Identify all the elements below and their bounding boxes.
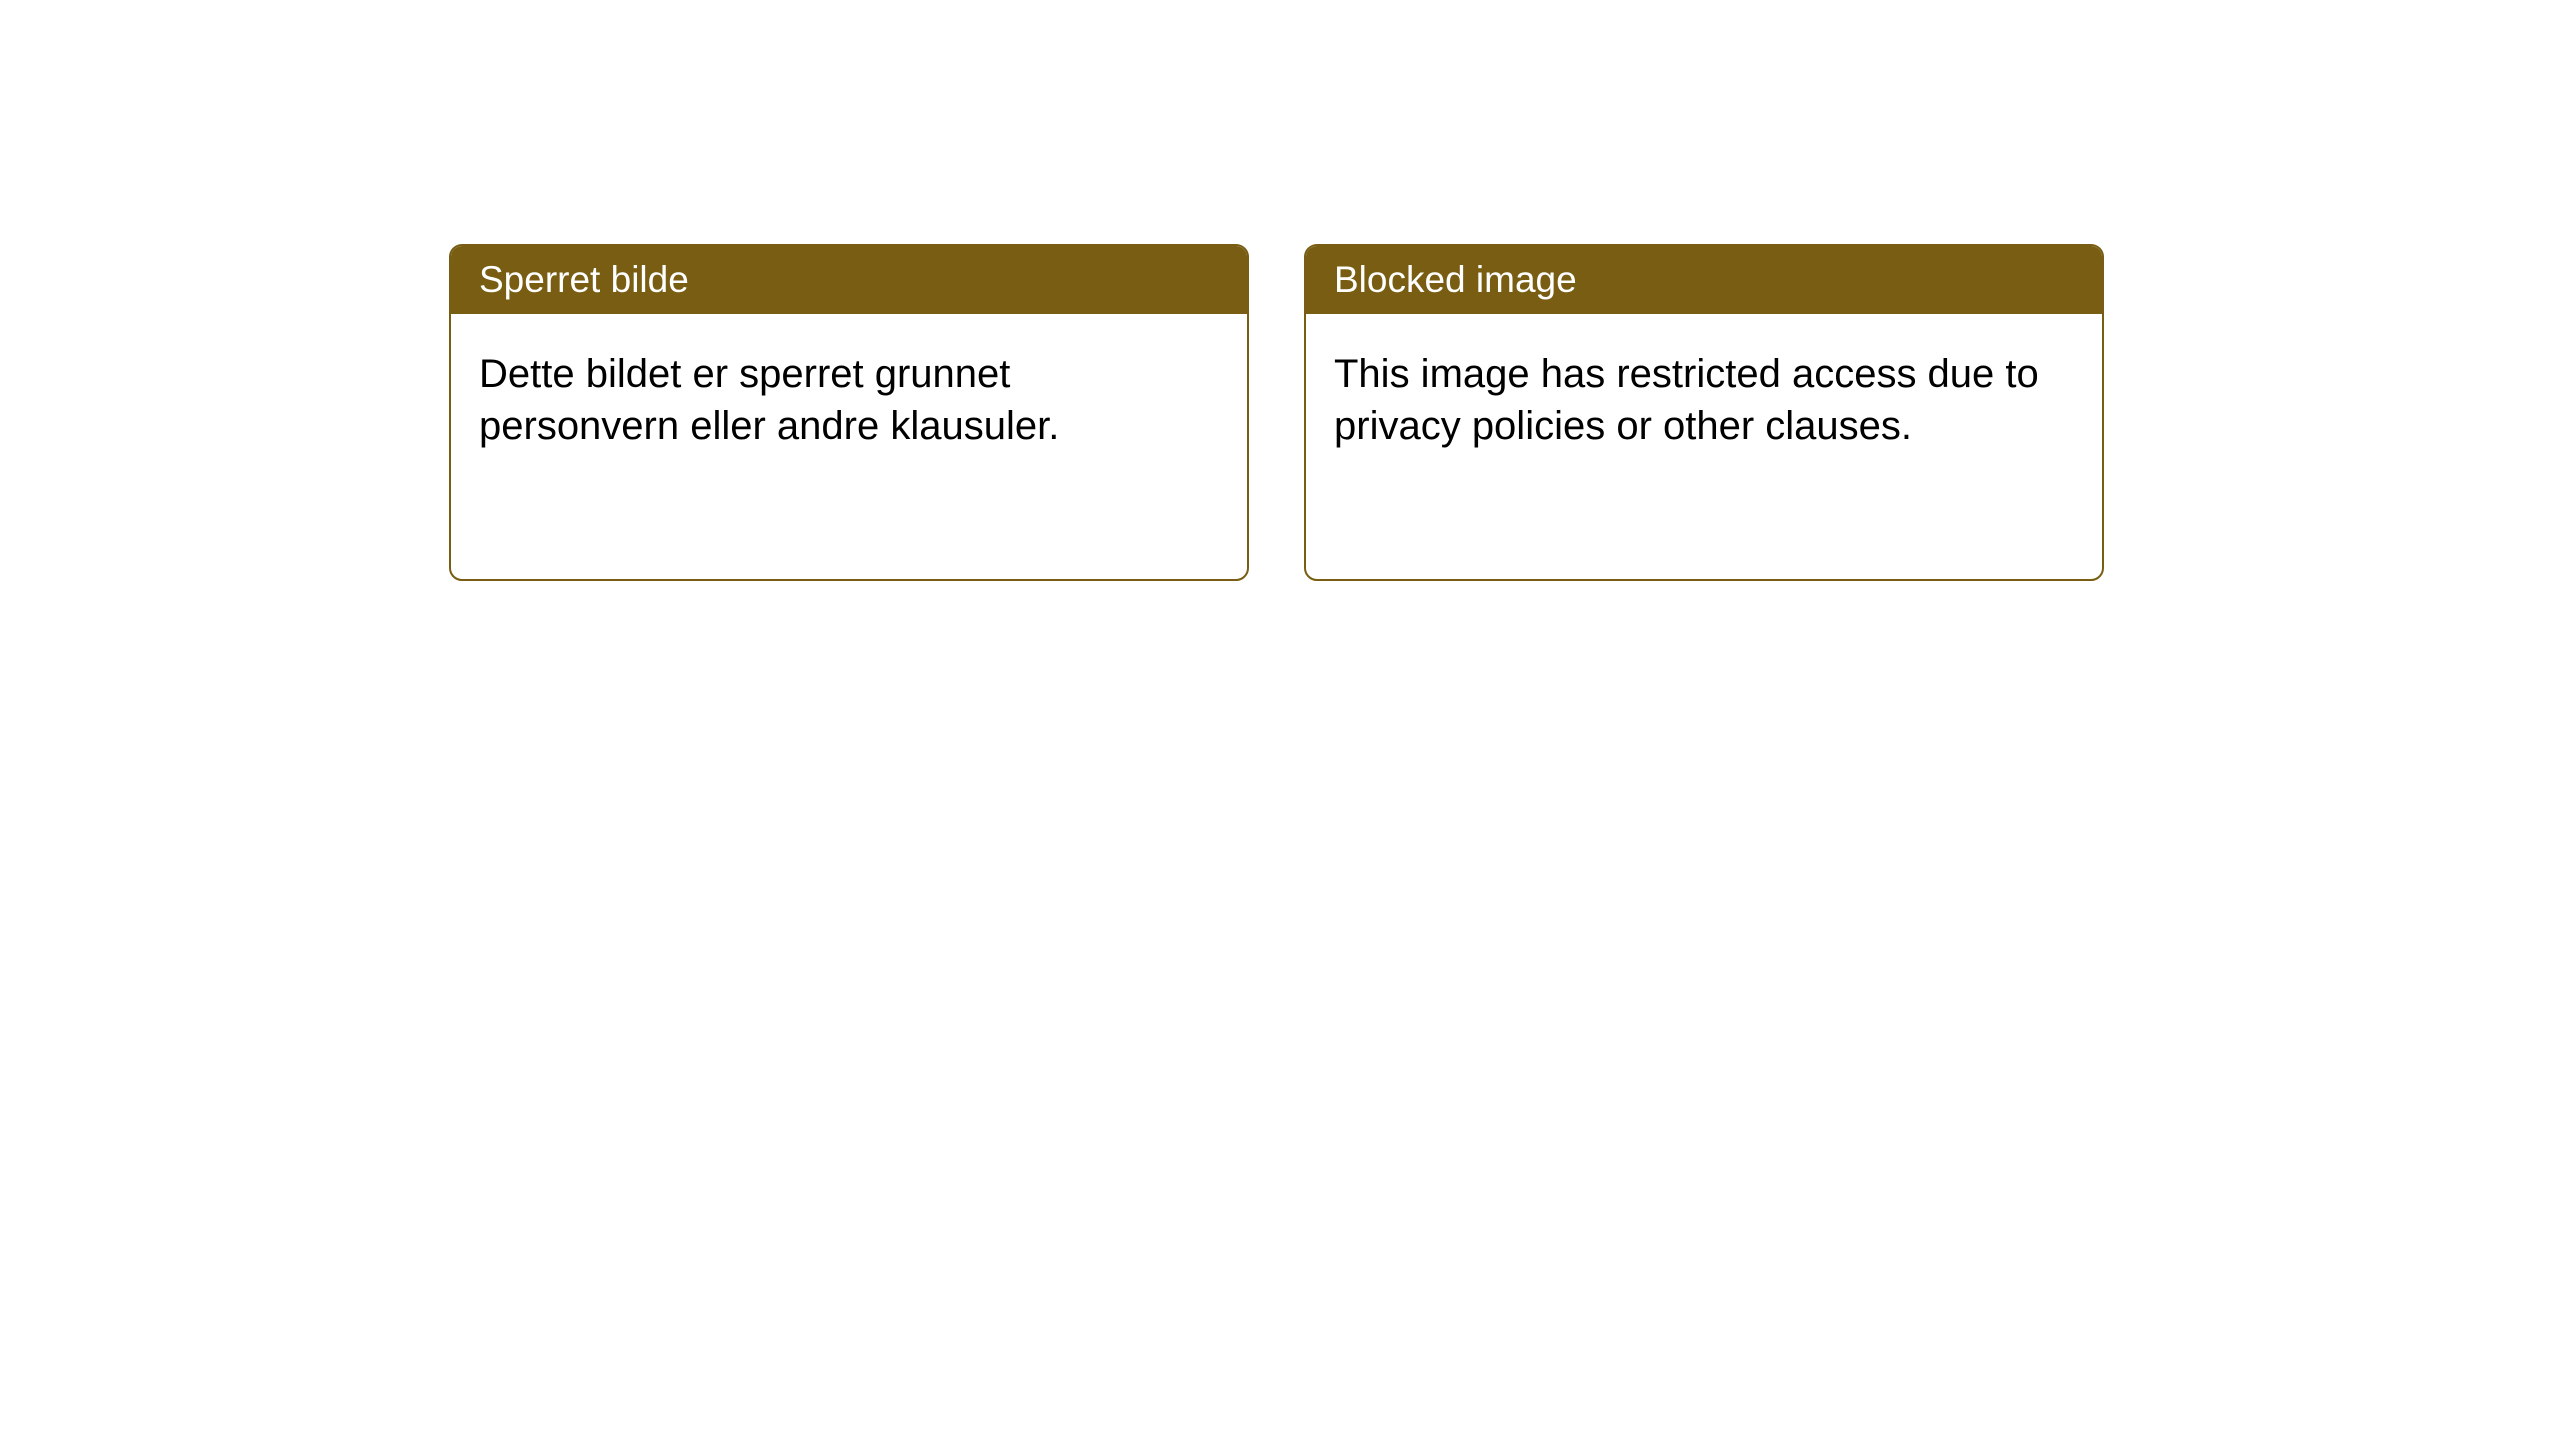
notice-card-english: Blocked image This image has restricted … xyxy=(1304,244,2104,581)
notice-cards-container: Sperret bilde Dette bildet er sperret gr… xyxy=(449,244,2104,581)
card-body-text: This image has restricted access due to … xyxy=(1334,352,2039,448)
card-body-text: Dette bildet er sperret grunnet personve… xyxy=(479,352,1059,448)
card-title: Sperret bilde xyxy=(479,259,689,300)
card-body: Dette bildet er sperret grunnet personve… xyxy=(451,314,1247,486)
card-header: Blocked image xyxy=(1306,246,2102,314)
notice-card-norwegian: Sperret bilde Dette bildet er sperret gr… xyxy=(449,244,1249,581)
card-body: This image has restricted access due to … xyxy=(1306,314,2102,486)
card-title: Blocked image xyxy=(1334,259,1577,300)
card-header: Sperret bilde xyxy=(451,246,1247,314)
